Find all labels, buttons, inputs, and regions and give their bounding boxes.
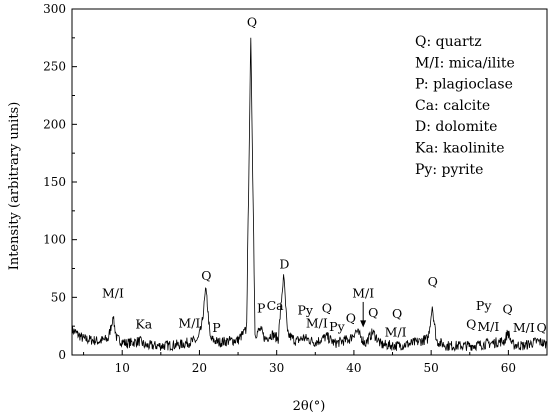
peak-label: Py — [298, 303, 314, 318]
y-tick-label: 50 — [51, 290, 66, 304]
x-tick-label: 40 — [346, 361, 361, 375]
y-tick-label: 150 — [43, 175, 66, 189]
x-tick-label: 20 — [192, 361, 207, 375]
peak-label: M/I — [102, 285, 124, 300]
peak-arrow-head — [360, 320, 367, 328]
diffraction-curve — [71, 37, 547, 352]
legend-entry: M/I: mica/ilite — [415, 55, 515, 71]
peak-label: Q — [201, 268, 211, 283]
diffraction-curve-layer — [71, 37, 547, 352]
peak-label: Q — [368, 305, 378, 320]
peak-label: Q — [247, 14, 257, 29]
legend-entry: Ca: calcite — [415, 98, 490, 114]
peak-label: M/I — [178, 315, 200, 330]
y-axis-title: Intensity (arbitrary units) — [7, 102, 22, 271]
legend: Q: quartz M/I: mica/ilite P: plagioclase Ca… — [415, 34, 515, 178]
x-tick-label: 30 — [269, 361, 284, 375]
y-tick-label: 300 — [43, 2, 66, 16]
x-tick-label: 10 — [115, 361, 130, 375]
peak-label: Q — [322, 300, 332, 315]
axes-layer: 10 20 30 40 50 60 0 50 100 150 200 250 300 — [43, 2, 548, 375]
legend-entry: Ka: kaolinite — [415, 141, 505, 157]
peak-label: Q — [536, 320, 546, 335]
x-tick-label: 50 — [424, 361, 439, 375]
peak-label: Q — [466, 316, 476, 331]
peak-label: Q — [392, 306, 402, 321]
peak-label: P — [257, 300, 265, 315]
peak-label: Q — [428, 274, 438, 289]
y-tick-label: 200 — [43, 117, 66, 131]
peak-label: D — [279, 257, 289, 272]
legend-entry: Q: quartz — [415, 34, 482, 50]
peak-label: M/I — [352, 285, 374, 300]
x-tick-label: 60 — [501, 361, 516, 375]
peak-label: M/I — [477, 319, 499, 334]
x-axis-title: 2θ(°) — [293, 399, 326, 414]
peak-label: M/I — [385, 325, 407, 340]
peak-label: P — [212, 320, 220, 335]
y-tick-label: 0 — [58, 348, 66, 362]
peak-label: Ka — [135, 316, 152, 331]
legend-entry: Py: pyrite — [415, 162, 483, 178]
peak-label: Py — [329, 319, 345, 334]
peak-label: Q — [502, 301, 512, 316]
legend-entry: D: dolomite — [415, 119, 497, 135]
peak-label: M/I — [306, 315, 328, 330]
peak-label: Ca — [267, 298, 285, 313]
peak-label: Q — [346, 311, 356, 326]
peak-label: Py — [476, 298, 492, 313]
peak-label: M/I — [513, 320, 535, 335]
y-tick-label: 250 — [43, 60, 66, 74]
y-tick-label: 100 — [43, 233, 66, 247]
legend-entry: P: plagioclase — [415, 77, 513, 93]
